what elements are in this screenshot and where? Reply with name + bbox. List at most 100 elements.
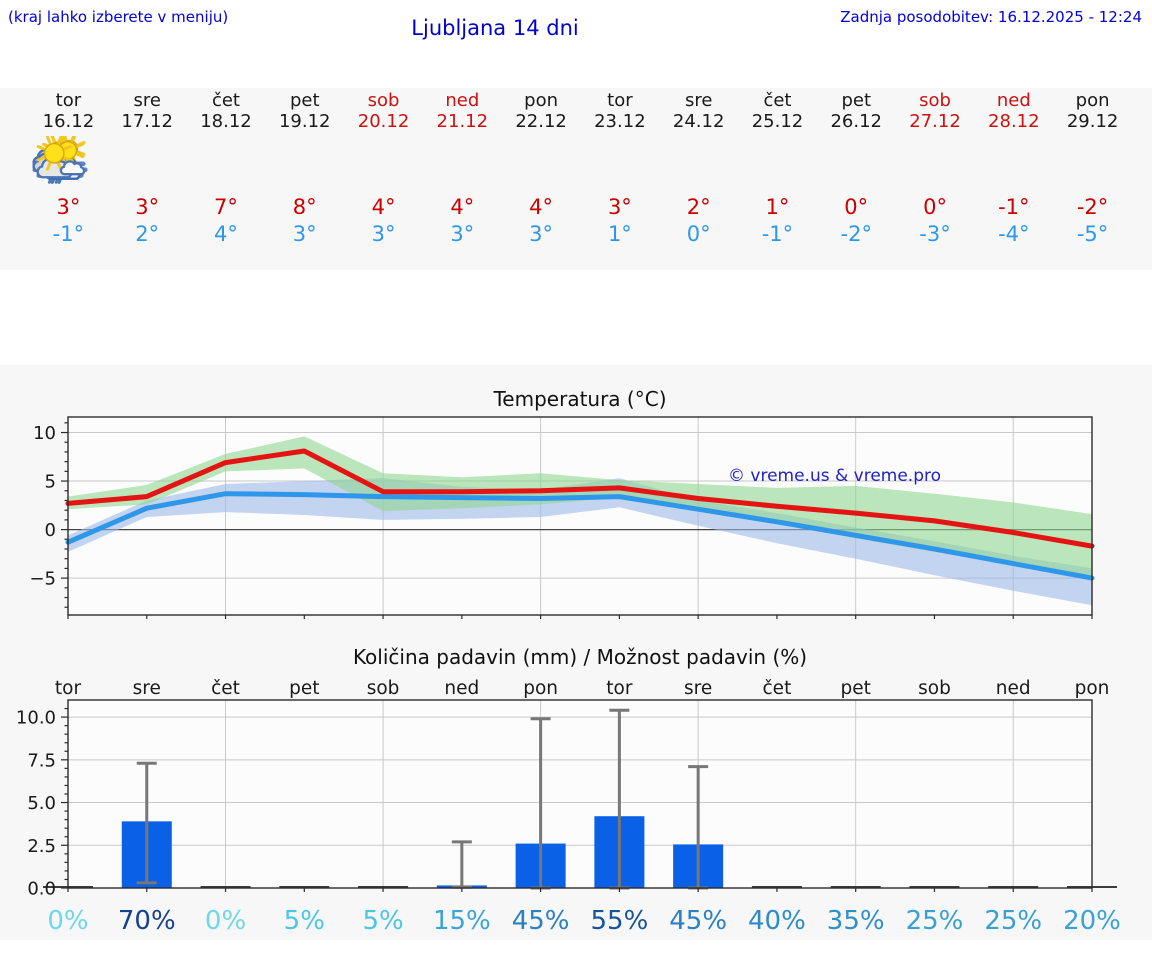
precip-bar-trace [358,886,409,888]
watermark-link[interactable]: © vreme.us & vreme.pro [728,466,942,486]
day-name: ned [996,90,1031,111]
precip-ytick-label: 10.0 [16,708,56,729]
forecast-day-column: pon 22.12 4° 3° [32,90,581,247]
temp-max-value: 3° [56,195,81,219]
day-date: 17.12 [121,111,173,132]
cloudy-icon [32,136,966,184]
forecast-day-column: čet 25.12 1° -1° [32,90,817,247]
temp-max-value: 7° [214,195,238,219]
page-title: Ljubljana 14 dni [411,16,579,40]
precipitation-chart-title: Količina padavin (mm) / Možnost padavin … [352,645,808,669]
cloudy-icon [32,136,887,184]
day-name: ned [445,90,480,111]
day-name: sob [367,90,400,111]
day-name: sre [684,90,713,111]
sun-fog-icon [32,136,415,184]
precip-probability: 0% [47,906,88,936]
temp-ytick-label: 10 [33,423,56,444]
day-name: tor [55,90,82,111]
day-date: 23.12 [594,111,646,132]
temperature-chart: 10 5 0 −5 [29,416,1095,619]
cloud-rain-icon [32,136,493,184]
forecast-strip-columns: tor 16.12 3° -1° sre 17.12 3° 2° čet 18.12 7° 4° pet… [29,90,1132,247]
precip-probability: 35% [827,906,885,936]
day-name: tor [607,90,633,111]
forecast-strip: tor 16.12 3° -1° sre 17.12 3° 2° čet 18.12 7° 4° pet… [0,88,1152,270]
day-date: 29.12 [1066,111,1119,132]
precip-probability: 20% [1063,906,1121,936]
precip-bar-trace [988,886,1039,888]
temp-min-value: 3° [450,222,475,246]
temp-ytick-label: 0 [45,520,56,541]
precip-plot-area [68,700,1092,888]
day-date: 19.12 [278,111,331,132]
forecast-day-column: ned 21.12 4° 3° [32,90,502,247]
precip-probability: 25% [906,906,964,936]
day-date: 20.12 [357,111,410,132]
precip-bar-trace [909,886,960,888]
temp-min-value: 4° [214,222,238,246]
last-update-timestamp: Zadnja posodobitev: 16.12.2025 - 12:24 [840,8,1142,26]
precip-bar-trace [200,886,251,888]
temp-min-value: 2° [135,222,160,246]
temp-min-value: -3° [919,222,951,246]
forecast-day-column: sob 27.12 0° -3° [32,90,975,247]
temperature-chart-title: Temperatura (°C) [493,387,667,411]
cloud-shape [59,160,86,176]
precip-day-label: tor [606,678,633,699]
temp-max-value: 0° [844,195,869,219]
precip-day-label: ned [996,678,1031,699]
temp-plot-border [67,416,1093,616]
precip-probability: 45% [669,906,727,936]
precip-bar-trace [830,886,881,888]
precip-day-label: pon [1075,678,1110,699]
precip-probability: 15% [433,906,491,936]
temp-min-value: 0° [686,222,711,246]
precip-bar-trace [751,886,802,888]
forecast-day-column: sre 17.12 3° 2° [36,90,187,247]
precip-day-label: sob [367,678,400,699]
precip-day-label: čet [763,678,792,699]
sun-small-cloud-icon [36,136,1124,184]
temp_min-line [65,491,1095,581]
temp-min-value: 1° [607,222,632,246]
precip-probability: 70% [118,906,176,936]
temp-max-value: 0° [923,195,947,219]
day-date: 21.12 [436,111,489,132]
precip-ytick-label: 5.0 [27,793,56,814]
precip-bar-trace [279,886,330,888]
forecast-day-column: pet 19.12 8° 3° [32,90,344,247]
temp-max-value: -1° [998,195,1030,219]
day-date: 27.12 [909,111,961,132]
precip-probability: 40% [748,906,806,936]
sun-cloud-rain-icon [36,136,178,184]
day-date: 18.12 [200,111,252,132]
day-name: čet [763,90,792,111]
sun-cloud-icon [36,136,1045,184]
temp-ytick-label: −5 [29,569,56,590]
precip-day-label: sob [918,678,951,699]
temp-min-value: 3° [292,222,317,246]
day-name: pon [524,90,559,111]
precip-day-label: sre [133,678,161,699]
precip-probability: 25% [984,906,1042,936]
precip-probability: 5% [362,906,403,936]
precip-day-label: sre [684,678,712,699]
temp-min-value: -2° [840,222,872,246]
temp-max-value: 3° [135,195,160,219]
temp-max-value: 8° [292,195,317,219]
sun-shape [36,136,72,171]
precip-probability: 55% [590,906,648,936]
forecast-day-column: ned 28.12 -1° -4° [36,90,1053,247]
temp-min-value: -4° [998,222,1030,246]
day-name: sre [133,90,161,111]
forecast-day-column: sre 24.12 2° 0° [32,90,738,247]
precip-day-label: pet [289,678,319,699]
forecast-day-column: tor 23.12 3° 1° [32,90,659,247]
day-name: pon [1075,90,1110,111]
day-date: 25.12 [751,111,804,132]
precip-day-label: pon [523,678,558,699]
temp-min-value: -5° [1076,222,1109,246]
precip-ytick-label: 7.5 [27,750,56,771]
